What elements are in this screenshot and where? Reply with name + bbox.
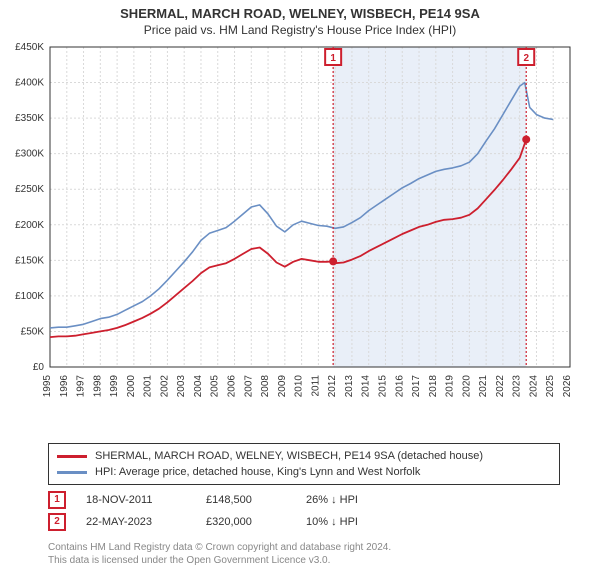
svg-text:2005: 2005 <box>210 375 221 398</box>
svg-text:2023: 2023 <box>512 375 523 398</box>
legend-item-hpi: HPI: Average price, detached house, King… <box>57 464 551 480</box>
marker-date: 22-MAY-2023 <box>86 516 186 528</box>
svg-text:2009: 2009 <box>277 375 288 398</box>
svg-text:£450K: £450K <box>15 42 44 53</box>
svg-text:2020: 2020 <box>461 375 472 398</box>
legend: SHERMAL, MARCH ROAD, WELNEY, WISBECH, PE… <box>48 443 560 485</box>
svg-text:£300K: £300K <box>15 149 44 160</box>
svg-text:£50K: £50K <box>21 326 45 337</box>
svg-text:2007: 2007 <box>243 375 254 398</box>
svg-text:2011: 2011 <box>310 375 321 397</box>
marker-row: 2 22-MAY-2023 £320,000 10% ↓ HPI <box>48 511 560 533</box>
marker-table: 1 18-NOV-2011 £148,500 26% ↓ HPI 2 22-MA… <box>48 489 560 533</box>
svg-text:1999: 1999 <box>109 375 120 398</box>
svg-text:1: 1 <box>330 53 336 64</box>
svg-text:2015: 2015 <box>377 375 388 398</box>
svg-text:2004: 2004 <box>193 375 204 398</box>
page-subtitle: Price paid vs. HM Land Registry's House … <box>0 23 600 37</box>
marker-price: £148,500 <box>206 494 286 506</box>
svg-text:1996: 1996 <box>59 375 70 398</box>
svg-text:£100K: £100K <box>15 291 44 302</box>
marker-date: 18-NOV-2011 <box>86 494 186 506</box>
svg-text:2018: 2018 <box>428 375 439 398</box>
svg-text:£0: £0 <box>33 362 45 373</box>
svg-text:2021: 2021 <box>478 375 489 398</box>
svg-text:2010: 2010 <box>294 375 305 398</box>
svg-text:1995: 1995 <box>42 375 53 398</box>
svg-text:2003: 2003 <box>176 375 187 398</box>
svg-text:2002: 2002 <box>159 375 170 398</box>
svg-text:2001: 2001 <box>143 375 154 398</box>
price-chart: £0 £50K £100K £150K £200K £250K £300K £350K £400… <box>0 37 600 437</box>
svg-text:£400K: £400K <box>15 78 44 89</box>
marker-delta: 26% ↓ HPI <box>306 494 406 506</box>
svg-text:2006: 2006 <box>227 375 238 398</box>
svg-text:2025: 2025 <box>545 375 556 398</box>
footer-line-2: This data is licensed under the Open Gov… <box>48 554 560 567</box>
svg-text:2: 2 <box>523 53 529 64</box>
legend-label: HPI: Average price, detached house, King… <box>95 466 420 478</box>
svg-text:2026: 2026 <box>562 375 573 398</box>
marker-badge-1: 1 <box>48 491 66 509</box>
marker-row: 1 18-NOV-2011 £148,500 26% ↓ HPI <box>48 489 560 511</box>
svg-text:£350K: £350K <box>15 113 44 124</box>
legend-swatch <box>57 455 87 458</box>
svg-text:£250K: £250K <box>15 184 44 195</box>
svg-text:2019: 2019 <box>445 375 456 398</box>
svg-text:2017: 2017 <box>411 375 422 398</box>
footer-line-1: Contains HM Land Registry data © Crown c… <box>48 541 560 554</box>
svg-text:2014: 2014 <box>361 375 372 398</box>
legend-label: SHERMAL, MARCH ROAD, WELNEY, WISBECH, PE… <box>95 450 483 462</box>
svg-text:2012: 2012 <box>327 375 338 398</box>
marker-delta: 10% ↓ HPI <box>306 516 406 528</box>
svg-text:2000: 2000 <box>126 375 137 398</box>
svg-text:1998: 1998 <box>92 375 103 398</box>
svg-text:2024: 2024 <box>528 375 539 398</box>
svg-text:2016: 2016 <box>394 375 405 398</box>
footer-attribution: Contains HM Land Registry data © Crown c… <box>48 541 560 567</box>
legend-swatch <box>57 471 87 474</box>
legend-item-property: SHERMAL, MARCH ROAD, WELNEY, WISBECH, PE… <box>57 448 551 464</box>
svg-text:2022: 2022 <box>495 375 506 398</box>
svg-text:1997: 1997 <box>76 375 87 398</box>
svg-text:2013: 2013 <box>344 375 355 398</box>
svg-text:2008: 2008 <box>260 375 271 398</box>
svg-text:£200K: £200K <box>15 220 44 231</box>
svg-text:£150K: £150K <box>15 255 44 266</box>
page-title: SHERMAL, MARCH ROAD, WELNEY, WISBECH, PE… <box>0 6 600 21</box>
marker-badge-2: 2 <box>48 513 66 531</box>
marker-price: £320,000 <box>206 516 286 528</box>
